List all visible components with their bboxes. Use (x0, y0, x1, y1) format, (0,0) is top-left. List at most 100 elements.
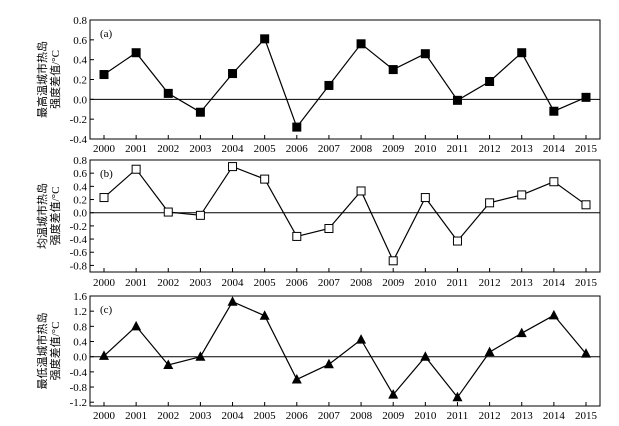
data-point-b (163, 207, 173, 217)
x-tick-label-c: 2000 (93, 410, 116, 422)
y-tick-label-b: 0.0 (73, 208, 87, 220)
y-tick-label-c: 1.6 (73, 291, 87, 303)
x-tick-label-b: 2003 (189, 277, 212, 289)
y-axis-label-b: 均温城市热岛强度差值/°C (35, 183, 62, 249)
data-point-b (420, 193, 430, 203)
panel-label-b: (b) (100, 168, 113, 180)
data-point-c (516, 327, 527, 338)
data-point-c (227, 296, 238, 306)
y-tick-label-b: 0.8 (73, 155, 87, 167)
data-point-c (548, 309, 559, 320)
data-point-a (131, 48, 141, 58)
data-point-b (324, 224, 334, 234)
x-tick-label-b: 2008 (350, 277, 373, 289)
data-point-b (356, 186, 366, 196)
x-tick-label-b: 2001 (125, 277, 147, 289)
x-tick-label-c: 2001 (125, 410, 147, 422)
x-tick-label-c: 2005 (254, 410, 277, 422)
y-tick-label-c: 0.8 (73, 321, 87, 333)
data-point-b (549, 177, 559, 187)
data-point-a (356, 39, 366, 49)
y-axis-label-line-a: 最高温城市热岛 (35, 41, 49, 118)
y-tick-label-c: -0.4 (70, 367, 88, 379)
x-tick-label-b: 2007 (318, 277, 341, 289)
plot-frame-a (89, 19, 601, 140)
data-point-b (228, 162, 238, 172)
x-tick-label-a: 2006 (286, 143, 309, 155)
data-point-a (517, 48, 527, 58)
panel-b: 0.80.60.4 0.20.0-0.2-0.4-0.6-0.8 2000 2001 2… (35, 155, 601, 289)
x-tick-label-b: 2002 (157, 277, 179, 289)
data-point-c (195, 351, 206, 361)
data-point-b (388, 256, 398, 266)
data-point-c (581, 348, 591, 358)
data-point-c (484, 346, 495, 357)
x-tick-label-c: 2015 (575, 410, 598, 422)
x-tick-label-b: 2011 (447, 277, 469, 289)
x-tick-label-c: 2006 (286, 410, 309, 422)
x-tick-label-b: 2004 (222, 277, 245, 289)
y-tick-label-a: 0.8 (73, 15, 87, 27)
x-tick-label-b: 2014 (543, 277, 566, 289)
x-tick-label-b: 2006 (286, 277, 309, 289)
y-tick-label-b: 0.2 (73, 195, 87, 207)
x-tick-label-a: 2009 (382, 143, 405, 155)
data-point-a (99, 70, 109, 80)
x-tick-label-c: 2004 (222, 410, 245, 422)
x-tick-label-b: 2012 (479, 277, 501, 289)
data-point-a (163, 88, 173, 98)
x-tick-label-b: 2015 (575, 277, 598, 289)
x-tick-label-a: 2005 (254, 143, 277, 155)
x-tick-label-b: 2005 (254, 277, 277, 289)
data-point-b (260, 174, 270, 184)
y-tick-label-b: 0.4 (73, 181, 87, 193)
data-point-a (452, 95, 462, 105)
y-tick-label-a: 0.0 (73, 94, 87, 106)
x-tick-label-a: 2002 (157, 143, 179, 155)
x-tick-label-a: 2004 (222, 143, 245, 155)
x-tick-label-a: 2000 (93, 143, 116, 155)
x-tick-label-c: 2013 (511, 410, 534, 422)
y-axis-label-line-b: 强度差值/°C (48, 187, 62, 246)
y-tick-label-a: -0.2 (70, 114, 87, 126)
x-tick-label-c: 2010 (414, 410, 437, 422)
data-point-a (420, 49, 430, 59)
x-tick-label-a: 2013 (511, 143, 534, 155)
x-tick-label-b: 2000 (93, 277, 116, 289)
x-tick-label-b: 2013 (511, 277, 534, 289)
data-point-c (99, 350, 109, 360)
plot-frame-b (89, 159, 601, 273)
data-point-c (259, 310, 270, 320)
y-tick-label-c: -1.2 (70, 397, 87, 409)
data-point-b (517, 190, 527, 200)
panel-label-a: (a) (100, 28, 113, 40)
y-tick-label-c: 0.0 (73, 352, 87, 364)
x-tick-label-a: 2011 (447, 143, 469, 155)
data-point-a (260, 34, 270, 44)
data-point-b (452, 236, 462, 246)
y-tick-label-a: 0.6 (73, 35, 87, 47)
panel-a: 0.8 0.6 0.4 0.2 0.0 -0.2 -0.4 2000 2001 2002 2003 2… (35, 15, 601, 155)
data-point-a (549, 106, 559, 116)
y-tick-label-b: -0.8 (70, 260, 88, 272)
y-tick-label-a: -0.4 (70, 134, 88, 146)
y-tick-label-c: 1.2 (73, 306, 87, 318)
x-tick-label-c: 2009 (382, 410, 405, 422)
panel-c: 1.6 1.2 0.8 0.4 0.0 -0.4 -0.8 -1.2 2000 2001 2002 2… (35, 291, 601, 422)
x-tick-label-b: 2010 (414, 277, 437, 289)
x-tick-label-c: 2012 (479, 410, 501, 422)
x-tick-label-c: 2014 (543, 410, 566, 422)
y-tick-label-b: -0.4 (70, 234, 88, 246)
y-tick-label-c: -0.8 (70, 382, 88, 394)
x-tick-label-a: 2008 (350, 143, 373, 155)
data-point-b (99, 193, 109, 203)
x-tick-label-a: 2015 (575, 143, 598, 155)
data-point-a (292, 122, 302, 132)
panel-label-c: (c) (100, 304, 113, 316)
data-point-b (195, 210, 205, 220)
data-point-a (195, 107, 205, 117)
x-tick-label-a: 2012 (479, 143, 501, 155)
data-point-b (131, 164, 141, 174)
x-tick-label-a: 2003 (189, 143, 212, 155)
data-point-c (291, 373, 302, 384)
